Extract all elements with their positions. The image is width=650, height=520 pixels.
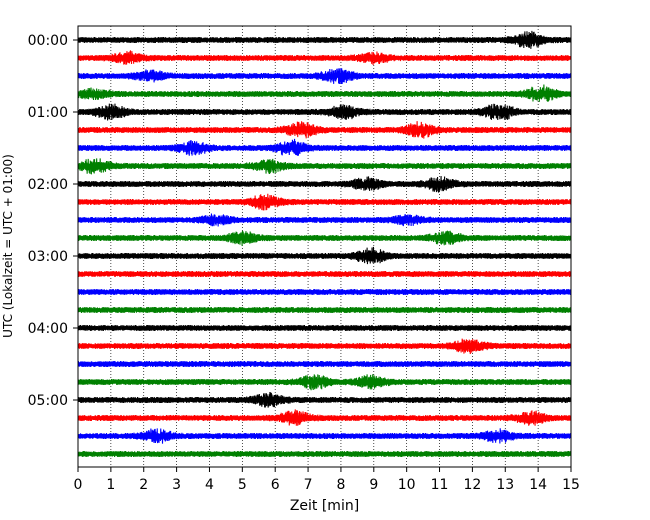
y-tick-label-4: 01:00 <box>28 105 68 121</box>
trace-row-21 <box>77 409 572 426</box>
x-tick-label-1: 1 <box>106 477 115 493</box>
trace-row-5 <box>77 121 572 139</box>
trace-row-7 <box>77 158 572 175</box>
x-tick-label-12: 12 <box>463 477 481 493</box>
trace-row-3 <box>77 84 572 102</box>
x-tick-label-7: 7 <box>304 477 313 493</box>
trace-row-1 <box>77 50 572 65</box>
trace-row-9 <box>77 193 572 211</box>
y-tick-label-20: 05:00 <box>28 393 68 409</box>
x-tick-label-5: 5 <box>238 477 247 493</box>
trace-row-20 <box>77 391 572 408</box>
trace-row-16 <box>77 324 572 332</box>
x-tick-label-8: 8 <box>336 477 345 493</box>
x-axis-ticks: 0 1 2 3 4 5 6 7 8 9 10 11 12 13 14 15 <box>74 467 580 493</box>
trace-row-10 <box>77 213 572 227</box>
x-tick-label-3: 3 <box>172 477 181 493</box>
trace-row-22 <box>77 428 572 444</box>
y-tick-label-16: 04:00 <box>28 321 68 337</box>
trace-row-14 <box>77 288 572 296</box>
trace-row-19 <box>77 374 572 391</box>
x-tick-label-9: 9 <box>369 477 378 493</box>
trace-row-13 <box>77 270 572 278</box>
x-tick-label-0: 0 <box>74 477 83 493</box>
x-axis-title: Zeit [min] <box>290 498 359 514</box>
y-tick-label-12: 03:00 <box>28 249 68 265</box>
x-tick-label-11: 11 <box>431 477 449 493</box>
y-axis-title: UTC (Lokalzeit = UTC + 01:00) <box>1 154 15 338</box>
trace-row-6 <box>77 138 572 156</box>
trace-row-12 <box>77 246 572 265</box>
x-tick-label-2: 2 <box>139 477 148 493</box>
trace-row-8 <box>77 175 572 193</box>
seismogram-traces <box>77 30 572 458</box>
trace-row-0 <box>77 30 572 49</box>
trace-row-4 <box>77 103 572 121</box>
trace-row-17 <box>77 338 572 355</box>
x-tick-label-4: 4 <box>205 477 214 493</box>
trace-row-18 <box>77 360 572 368</box>
y-axis-ticks: 00:00 01:00 02:00 03:00 04:00 05:00 <box>28 33 78 409</box>
x-tick-label-13: 13 <box>496 477 514 493</box>
x-tick-label-6: 6 <box>271 477 280 493</box>
plot-frame <box>77 25 572 468</box>
y-tick-label-8: 02:00 <box>28 177 68 193</box>
y-tick-label-0: 00:00 <box>28 33 68 49</box>
trace-row-15 <box>77 306 572 314</box>
trace-row-2 <box>77 68 572 85</box>
x-tick-label-14: 14 <box>529 477 547 493</box>
x-tick-label-10: 10 <box>398 477 416 493</box>
x-tick-label-15: 15 <box>562 477 580 493</box>
trace-row-11 <box>77 230 572 246</box>
trace-row-23 <box>77 450 572 458</box>
